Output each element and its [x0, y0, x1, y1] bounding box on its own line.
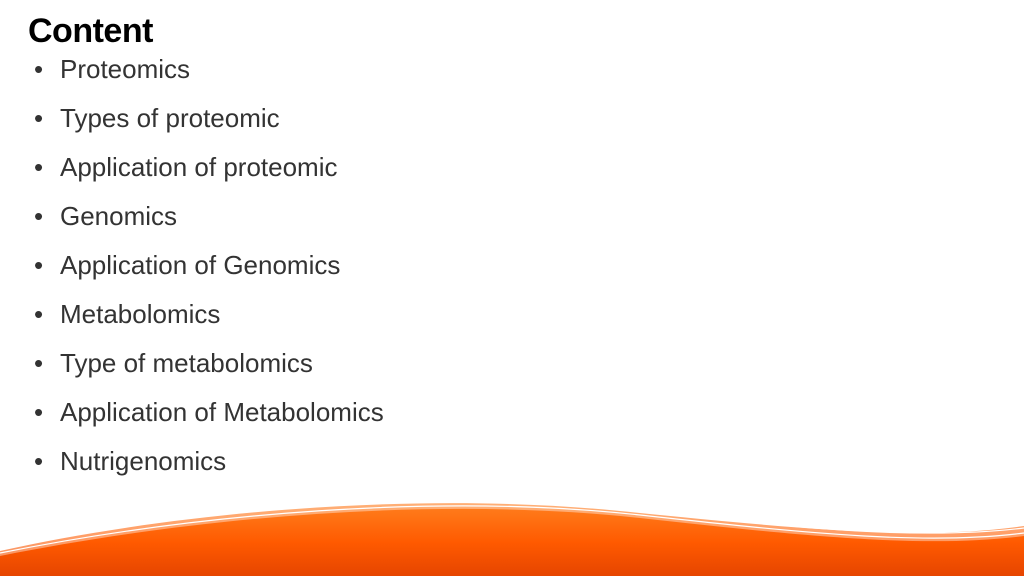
bullet-item: Metabolomics [34, 301, 384, 327]
slide-title: Content [28, 12, 153, 51]
bullet-item: Proteomics [34, 56, 384, 82]
slide: Content Proteomics Types of proteomic Appl… [0, 0, 1024, 576]
bullet-item: Nutrigenomics [34, 448, 384, 474]
bullet-item: Genomics [34, 203, 384, 229]
bullet-item: Type of metabolomics [34, 350, 384, 376]
bullet-item: Types of proteomic [34, 105, 384, 131]
wave-back [0, 503, 1024, 576]
bullet-list: Proteomics Types of proteomic Application … [34, 56, 384, 497]
wave-line-2 [0, 502, 1024, 548]
wave-main [0, 509, 1024, 576]
bullet-item: Application of proteomic [34, 154, 384, 180]
wave-line-1 [0, 506, 1024, 553]
bullet-item: Application of Metabolomics [34, 399, 384, 425]
bullet-item: Application of Genomics [34, 252, 384, 278]
